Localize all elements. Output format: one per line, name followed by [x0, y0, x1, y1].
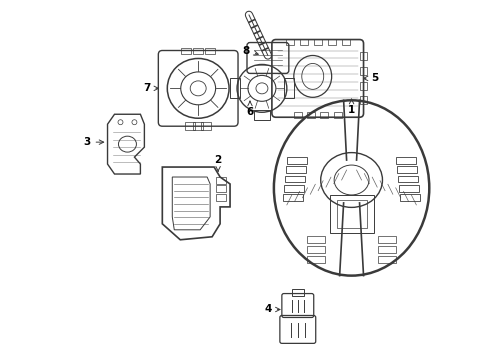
Bar [342, 39, 349, 45]
Bar [292, 289, 304, 296]
Bar [294, 112, 302, 118]
Bar [360, 53, 367, 60]
Text: 6: 6 [246, 101, 254, 117]
Bar [320, 112, 328, 118]
Bar [396, 157, 416, 163]
Bar [216, 194, 226, 201]
Text: 5: 5 [364, 73, 379, 84]
Text: 7: 7 [143, 84, 158, 93]
Bar [337, 200, 367, 228]
Bar [330, 195, 373, 233]
Bar [283, 194, 303, 201]
Bar [284, 78, 294, 98]
Bar [254, 110, 270, 120]
Bar [378, 256, 396, 263]
Bar [307, 256, 325, 263]
Bar [286, 166, 306, 173]
Bar [285, 176, 305, 183]
Bar [307, 112, 315, 118]
Bar [286, 39, 294, 45]
Bar [284, 185, 304, 192]
Bar [360, 96, 367, 104]
Bar [307, 236, 325, 243]
Bar [360, 82, 367, 90]
Bar [193, 122, 203, 130]
Bar [360, 67, 367, 75]
Bar [205, 48, 215, 54]
Bar [230, 78, 240, 98]
Bar [328, 39, 336, 45]
Bar [378, 246, 396, 253]
Bar [397, 166, 417, 173]
Bar [201, 122, 211, 130]
Bar [185, 122, 195, 130]
Text: 3: 3 [83, 137, 104, 147]
Bar [378, 236, 396, 243]
Bar [287, 157, 307, 163]
Text: 8: 8 [243, 45, 258, 55]
Bar [307, 246, 325, 253]
Bar [314, 39, 322, 45]
Bar [181, 48, 191, 54]
Bar [193, 48, 203, 54]
Bar [334, 112, 342, 118]
Bar [216, 177, 226, 184]
Bar [300, 39, 308, 45]
Text: 2: 2 [215, 155, 222, 171]
Text: 1: 1 [348, 99, 355, 115]
Bar [398, 176, 418, 183]
Text: 4: 4 [265, 305, 280, 315]
Bar [399, 185, 419, 192]
Bar [216, 185, 226, 193]
Bar [400, 194, 420, 201]
